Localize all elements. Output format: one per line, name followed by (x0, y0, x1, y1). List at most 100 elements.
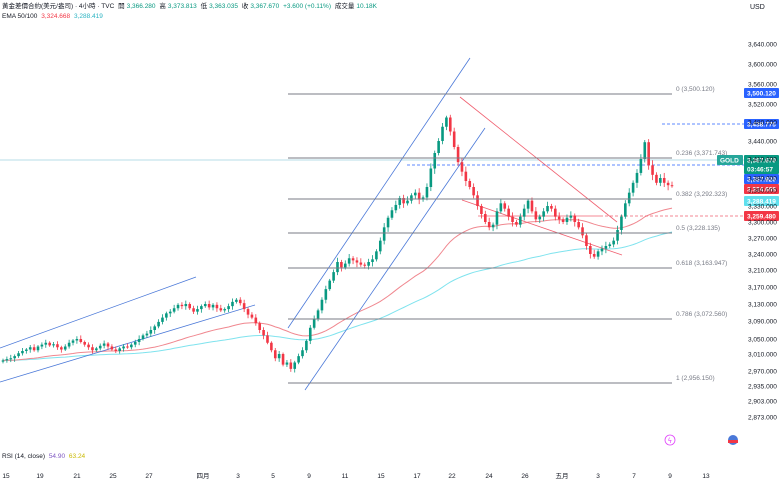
candle-body (231, 301, 234, 307)
candle-body (448, 117, 452, 132)
candle-body (484, 214, 487, 222)
volume-value: 10.18K (356, 3, 377, 10)
candle-body (332, 272, 335, 281)
candle-body (223, 309, 227, 311)
candle-body (491, 224, 495, 228)
candle-body (44, 342, 48, 345)
candle-body (499, 203, 503, 212)
candle-body (616, 230, 619, 241)
candle-body (25, 349, 28, 351)
candle-body (542, 211, 545, 217)
price-tick-label: 3,330.000 (748, 204, 777, 211)
candle-body (452, 131, 456, 147)
time-tick-label: 9 (307, 473, 311, 480)
candle-body (662, 178, 666, 183)
rsi-legend[interactable]: RSI (14, close) 54.90 63.24 (2, 453, 87, 461)
candle-body (468, 181, 472, 187)
candle-body (573, 215, 577, 222)
price-tick-label: 3,210.000 (748, 268, 777, 275)
price-tag-box (717, 155, 743, 165)
candle-body (546, 206, 549, 212)
price-tick-label: 3,170.000 (748, 285, 777, 292)
candle-body (258, 323, 262, 330)
candle-body (273, 350, 277, 359)
candle-body (390, 210, 394, 218)
candle-body (526, 200, 530, 209)
candle-body (585, 235, 588, 246)
candle-body (515, 222, 518, 225)
candle-body (394, 204, 398, 211)
price-tick-label: 3,010.000 (748, 352, 777, 359)
ema100-line (2, 231, 673, 361)
candle-body (270, 342, 273, 351)
candle-body (13, 356, 16, 359)
price-tag-box (744, 88, 779, 98)
candle-body (460, 162, 464, 172)
candles (1, 114, 674, 373)
candle-body (620, 216, 623, 230)
candle-body (347, 258, 351, 264)
candle-body (71, 340, 75, 343)
price-tag-label: 3,367.670 (747, 157, 776, 164)
candle-body (608, 244, 612, 246)
candle-body (651, 165, 654, 175)
price-tick-label: 3,520.000 (748, 102, 777, 109)
candle-body (196, 309, 199, 312)
price-tag-box (744, 174, 779, 184)
candle-body (250, 314, 254, 318)
candle-body (161, 317, 164, 322)
candle-body (600, 248, 604, 252)
time-tick-label: 25 (109, 473, 117, 480)
high-value: 3,373.813 (167, 3, 197, 10)
candle-body (655, 174, 658, 183)
fibonacci-retracement[interactable]: 0 (3,500.120) 0.236 (3,371.743) 0.382 (3,2… (288, 86, 727, 384)
ema-legend[interactable]: EMA 50/100 3,324.668 3,288.419 (2, 13, 105, 21)
candle-body (519, 216, 522, 225)
candle-body (550, 206, 553, 209)
time-tick-label: 19 (36, 473, 44, 480)
candle-body (670, 185, 674, 187)
time-tick-label: 四月 (197, 472, 210, 480)
time-tick-label: 9 (668, 473, 672, 480)
candle-body (631, 182, 635, 193)
candle-body (200, 306, 203, 310)
candle-body (63, 346, 67, 350)
candle-body (437, 141, 440, 153)
candle-body (91, 347, 94, 351)
candle-body (75, 339, 79, 341)
symbol-line[interactable]: 黃金差價合約(美元/盎司) · 4小時 · TVC (2, 3, 115, 10)
candle-body (215, 304, 219, 309)
candle-body (130, 344, 133, 348)
ema100-value: 3,288.419 (73, 13, 103, 20)
price-axis[interactable]: 3,640.000 3,600.000 3,560.000 3,520.000 3,48… (748, 42, 777, 422)
candle-body (180, 304, 184, 307)
time-tick-label: 13 (702, 473, 710, 480)
price-tag-box (744, 211, 779, 221)
candle-body (433, 153, 437, 169)
candle-body (561, 219, 565, 222)
currency-label[interactable]: USD (750, 4, 765, 11)
candle-body (87, 344, 90, 348)
candle-body (487, 222, 491, 228)
price-tick-label: 3,050.000 (748, 337, 777, 344)
candle-body (522, 208, 526, 217)
time-axis[interactable]: 15 19 21 25 27 四月 3 5 9 11 15 17 22 24 26 五月 3 7 9 13 (2, 472, 710, 480)
price-tick-label: 3,480.000 (748, 120, 777, 127)
candle-body (554, 208, 557, 217)
fib-level-label: 1 (2,956.150) (676, 375, 715, 382)
candle-body (238, 299, 242, 304)
candle-body (79, 339, 83, 342)
low-value: 3,363.035 (209, 3, 239, 10)
lightning-icon-glyph: ϟ (668, 437, 673, 445)
price-tick-label: 3,410.000 (748, 157, 777, 164)
candle-body (141, 335, 145, 339)
candle-body (32, 347, 36, 351)
candle-body (371, 259, 374, 262)
candle-body (172, 308, 176, 312)
candle-body (184, 304, 188, 307)
candle-body (28, 347, 32, 350)
candle-body (402, 198, 405, 204)
candle-body (464, 171, 468, 181)
